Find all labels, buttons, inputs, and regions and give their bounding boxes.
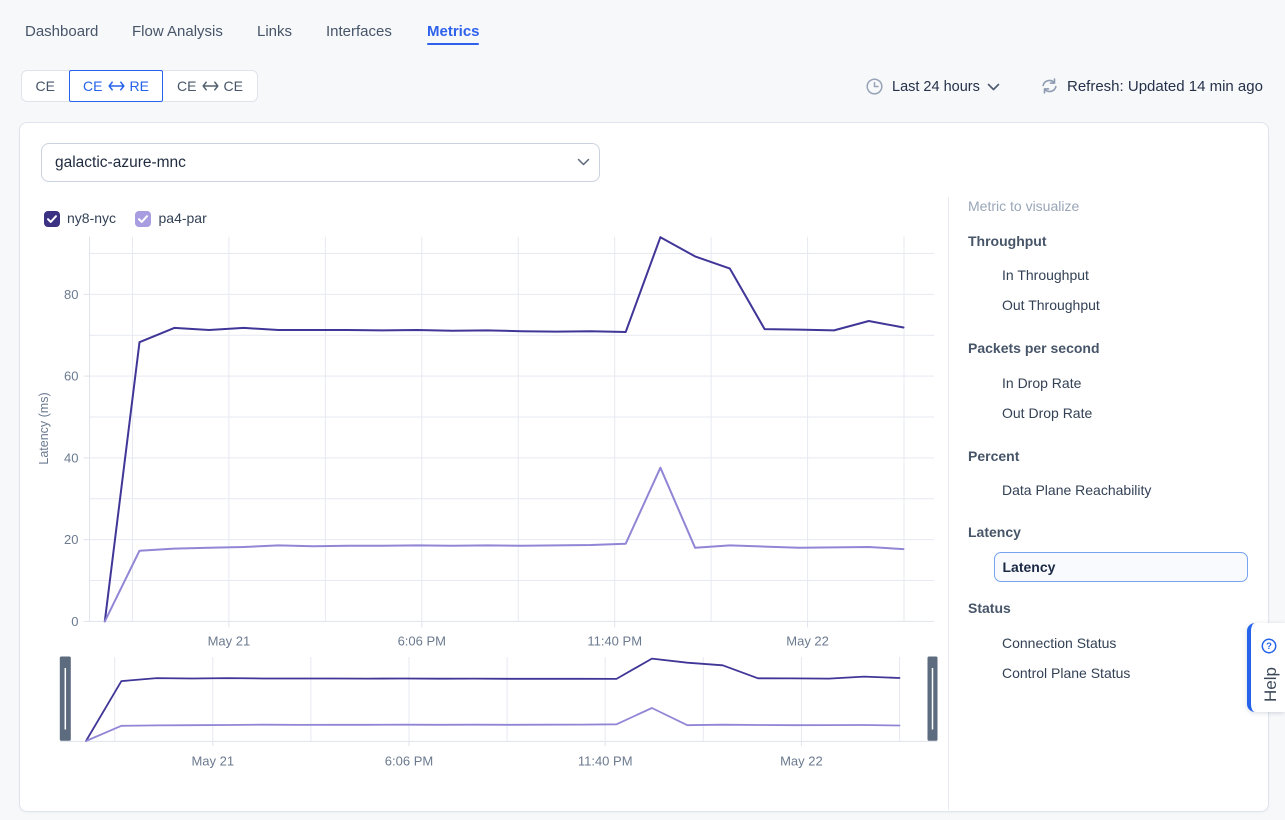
svg-text:May 21: May 21 [191, 753, 234, 768]
svg-text:11:40 PM: 11:40 PM [587, 633, 642, 648]
svg-text:40: 40 [64, 450, 78, 465]
svg-text:?: ? [1266, 641, 1272, 652]
svg-text:6:06 PM: 6:06 PM [398, 633, 446, 648]
svg-text:Latency (ms): Latency (ms) [37, 392, 51, 464]
svg-text:May 22: May 22 [786, 633, 829, 648]
svg-text:6:06 PM: 6:06 PM [385, 753, 433, 768]
svg-text:20: 20 [64, 532, 78, 547]
svg-text:0: 0 [71, 614, 78, 629]
svg-text:May 21: May 21 [208, 633, 251, 648]
svg-text:May 22: May 22 [780, 753, 823, 768]
svg-text:80: 80 [64, 287, 78, 302]
svg-text:60: 60 [64, 369, 78, 384]
svg-text:11:40 PM: 11:40 PM [578, 753, 633, 768]
